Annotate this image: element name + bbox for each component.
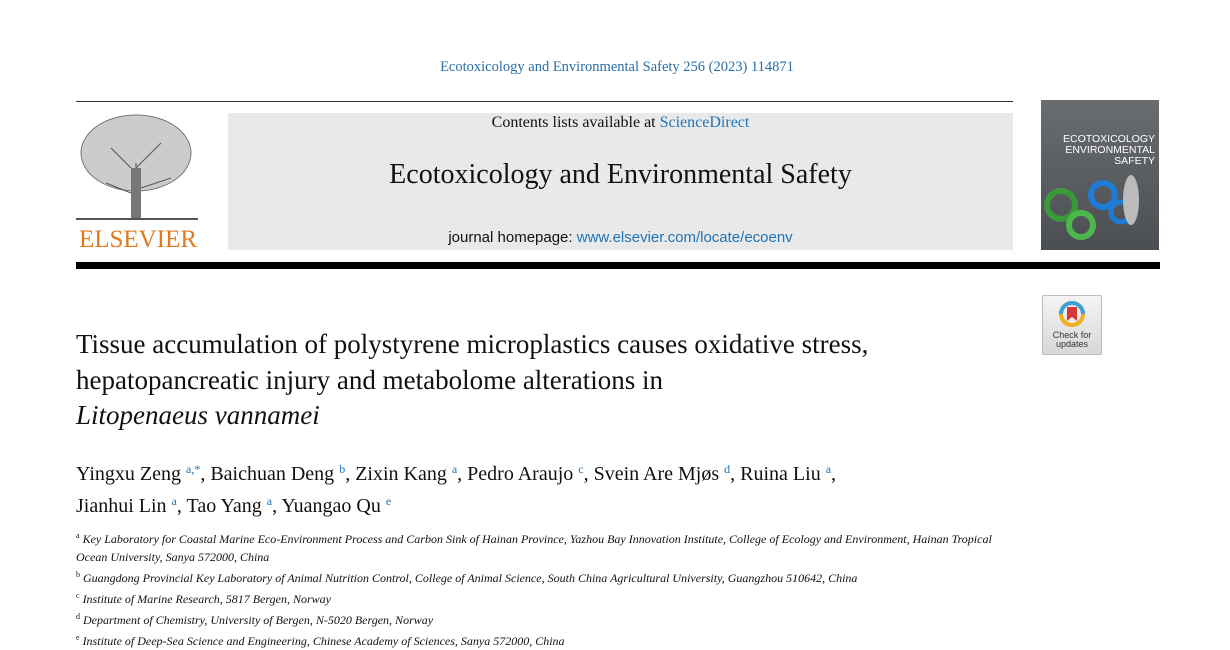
separator: , <box>457 463 468 485</box>
author-affiliation-link[interactable]: a <box>451 462 458 476</box>
author-name[interactable]: Svein Are Mjøs <box>593 463 720 485</box>
cover-title: ECOTOXICOLOGY ENVIRONMENTAL SAFETY <box>1063 134 1155 167</box>
author: Svein Are Mjøs d, <box>593 462 741 485</box>
affiliation: a Key Laboratory for Coastal Marine Eco-… <box>76 527 1006 566</box>
contents-line: Contents lists available at ScienceDirec… <box>228 114 1013 132</box>
article-title: Tissue accumulation of polystyrene micro… <box>76 327 868 434</box>
affiliation: b Guangdong Provincial Key Laboratory of… <box>76 566 1006 587</box>
title-line: hepatopancreatic injury and metabolome a… <box>76 364 664 395</box>
author: Pedro Araujo c, <box>467 462 594 485</box>
author-affiliation-link[interactable]: e <box>385 494 392 508</box>
author: Tao Yang a, <box>186 494 282 517</box>
separator: , <box>831 463 837 485</box>
journal-citation[interactable]: Ecotoxicology and Environmental Safety 2… <box>440 59 794 75</box>
author-affiliation-link[interactable]: a <box>825 462 832 476</box>
separator: , <box>176 495 187 517</box>
affiliation: d Department of Chemistry, University of… <box>76 608 1006 629</box>
author-name[interactable]: Tao Yang <box>186 495 262 517</box>
journal-header-box: Contents lists available at ScienceDirec… <box>228 113 1013 250</box>
header-thick-rule <box>76 262 1160 269</box>
affiliation-key: d <box>76 612 80 621</box>
author: Zixin Kang a, <box>355 462 468 485</box>
affiliation-text: Institute of Marine Research, 5817 Berge… <box>82 592 331 606</box>
sciencedirect-link[interactable]: ScienceDirect <box>659 114 750 131</box>
affiliation-key: b <box>76 570 80 579</box>
author-name[interactable]: Zixin Kang <box>355 463 447 485</box>
updates-badge-line: updates <box>1055 339 1089 349</box>
author: Ruina Liu a, <box>740 462 837 485</box>
affiliation-text: Department of Chemistry, University of B… <box>83 613 434 627</box>
author-name[interactable]: Yuangao Qu <box>281 495 381 517</box>
affiliation-text: Key Laboratory for Coastal Marine Eco-En… <box>76 532 992 564</box>
author: Jianhui Lin a, <box>76 494 187 517</box>
author-affiliation-link[interactable]: b <box>339 462 346 476</box>
contents-prefix: Contents lists available at <box>491 114 660 131</box>
elsevier-tree-logo-icon <box>76 113 198 251</box>
separator: , <box>345 463 356 485</box>
author: Baichuan Deng b, <box>210 462 356 485</box>
separator: , <box>200 463 211 485</box>
cover-title-line: SAFETY <box>1114 155 1155 167</box>
homepage-line: journal homepage: www.elsevier.com/locat… <box>228 229 1013 246</box>
cover-title-line: ENVIRONMENTAL <box>1065 144 1155 156</box>
author-name[interactable]: Ruina Liu <box>740 463 821 485</box>
title-line: Tissue accumulation of polystyrene micro… <box>76 329 869 359</box>
separator: , <box>272 495 282 517</box>
affiliation-text: Institute of Deep-Sea Science and Engine… <box>82 634 565 648</box>
separator: , <box>730 463 741 485</box>
affiliation: c Institute of Marine Research, 5817 Ber… <box>76 587 1006 608</box>
author: Yingxu Zeng a,*, <box>76 462 211 485</box>
author-affiliation-link[interactable]: c <box>578 462 584 476</box>
author-name[interactable]: Pedro Araujo <box>467 463 574 485</box>
journal-name: Ecotoxicology and Environmental Safety <box>389 159 852 190</box>
elsevier-logo-text: ELSEVIER <box>78 226 198 253</box>
check-for-updates-button[interactable]: Check for updates <box>1042 295 1102 355</box>
affiliation-list: a Key Laboratory for Coastal Marine Eco-… <box>76 527 1006 650</box>
author-affiliation-link[interactable]: a <box>266 494 273 508</box>
author-affiliation-link[interactable]: a <box>171 494 177 508</box>
affiliation: e Institute of Deep-Sea Science and Engi… <box>76 629 1006 650</box>
cover-artwork-icon <box>1044 175 1139 240</box>
bookmark-update-icon <box>1059 301 1085 327</box>
author-name[interactable]: Yingxu Zeng <box>76 463 181 485</box>
author-list: Yingxu Zeng a,*, Baichuan Deng b, Zixin … <box>76 456 1036 520</box>
author-affiliation-link[interactable]: a,* <box>186 462 201 476</box>
cover-title-line: ECOTOXICOLOGY <box>1063 133 1155 145</box>
separator: , <box>583 463 594 485</box>
affiliation-key: a <box>76 531 80 540</box>
journal-cover-image[interactable]: ECOTOXICOLOGY ENVIRONMENTAL SAFETY <box>1041 100 1159 250</box>
affiliation-key: e <box>76 633 80 642</box>
author-name[interactable]: Jianhui Lin <box>76 495 167 517</box>
homepage-link[interactable]: www.elsevier.com/locate/ecoenv <box>576 229 793 246</box>
author-affiliation-link[interactable]: d <box>724 462 731 476</box>
updates-badge-line: Check for <box>1052 330 1092 340</box>
header-divider <box>76 101 1013 102</box>
affiliation-text: Guangdong Provincial Key Laboratory of A… <box>83 571 858 585</box>
homepage-prefix: journal homepage: <box>448 229 577 246</box>
title-species: Litopenaeus vannamei <box>76 400 320 430</box>
author-name[interactable]: Baichuan Deng <box>210 463 335 485</box>
affiliation-key: c <box>76 591 80 600</box>
author: Yuangao Qu e <box>281 494 392 517</box>
